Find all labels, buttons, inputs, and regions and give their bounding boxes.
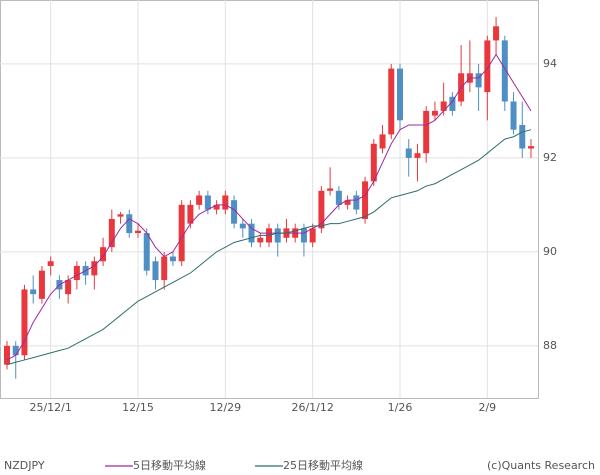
candle-body: [300, 228, 307, 243]
candle-body: [493, 26, 500, 41]
candle-body: [257, 237, 264, 243]
candle-body: [169, 256, 176, 262]
candle-body: [239, 223, 246, 229]
candle-body: [353, 195, 360, 210]
candle-body: [213, 204, 220, 210]
candle-body: [91, 261, 98, 276]
candle-body: [4, 345, 10, 365]
candle-body: [161, 256, 168, 281]
candle-body: [335, 190, 342, 205]
x-tick-label: 2/9: [478, 401, 496, 414]
footer: (c)Quants Research: [487, 459, 595, 472]
candle-body: [379, 134, 386, 149]
ma-line: [6, 53, 532, 361]
candle-body: [431, 110, 438, 116]
candle-body: [475, 73, 482, 88]
y-tick-label: 92: [543, 151, 557, 164]
candle-body: [187, 204, 194, 224]
candle-body: [21, 289, 28, 356]
candle-body: [484, 40, 491, 93]
candle-body: [528, 146, 534, 149]
candle-body: [30, 289, 37, 295]
candle-body: [65, 280, 72, 295]
candle-body: [414, 153, 421, 158]
x-tick-label: 1/26: [388, 401, 413, 414]
candle-body: [47, 261, 54, 266]
candle-body: [108, 218, 115, 248]
candle-body: [135, 230, 141, 234]
plot-area: [0, 0, 539, 399]
candle-body: [126, 214, 133, 234]
candle-body: [440, 101, 447, 111]
y-tick-label: 90: [543, 245, 557, 258]
candle-body: [510, 101, 517, 130]
candle-body: [370, 143, 377, 182]
candle-body: [73, 265, 80, 281]
candle-body: [388, 68, 395, 135]
x-tick-label: 26/1/12: [291, 401, 333, 414]
ticker: NZDJPY: [4, 459, 45, 472]
candle-body: [248, 223, 255, 243]
candle-body: [100, 247, 107, 262]
candle-body: [196, 195, 203, 205]
candle-body: [143, 233, 150, 271]
candle-body: [397, 68, 403, 121]
candle-body: [318, 190, 325, 229]
y-tick-label: 94: [543, 57, 557, 70]
candle-body: [231, 200, 238, 224]
candle-body: [405, 148, 412, 158]
candle-body: [152, 261, 159, 281]
candle-body: [204, 195, 211, 210]
candle-body: [274, 228, 281, 243]
candle-body: [222, 195, 229, 210]
candle-body: [449, 96, 456, 111]
candle-body: [12, 345, 19, 356]
candle-body: [423, 110, 430, 154]
legend-label: 5日移動平均線: [133, 458, 206, 472]
candle-body: [362, 181, 369, 219]
candle-body: [309, 228, 316, 243]
candle-body: [501, 40, 508, 102]
candle-body: [344, 200, 351, 205]
x-tick-label: 12/29: [209, 401, 241, 414]
candle-body: [178, 204, 185, 262]
legend-label: 25日移動平均線: [283, 458, 363, 472]
x-tick-label: 12/15: [122, 401, 154, 414]
ma-line: [6, 129, 532, 366]
y-tick-label: 88: [543, 339, 557, 352]
candle-body: [327, 188, 334, 191]
candle-body: [38, 270, 45, 299]
x-tick-label: 25/12/1: [29, 401, 71, 414]
candle-body: [519, 124, 526, 149]
candle-body: [117, 214, 124, 217]
